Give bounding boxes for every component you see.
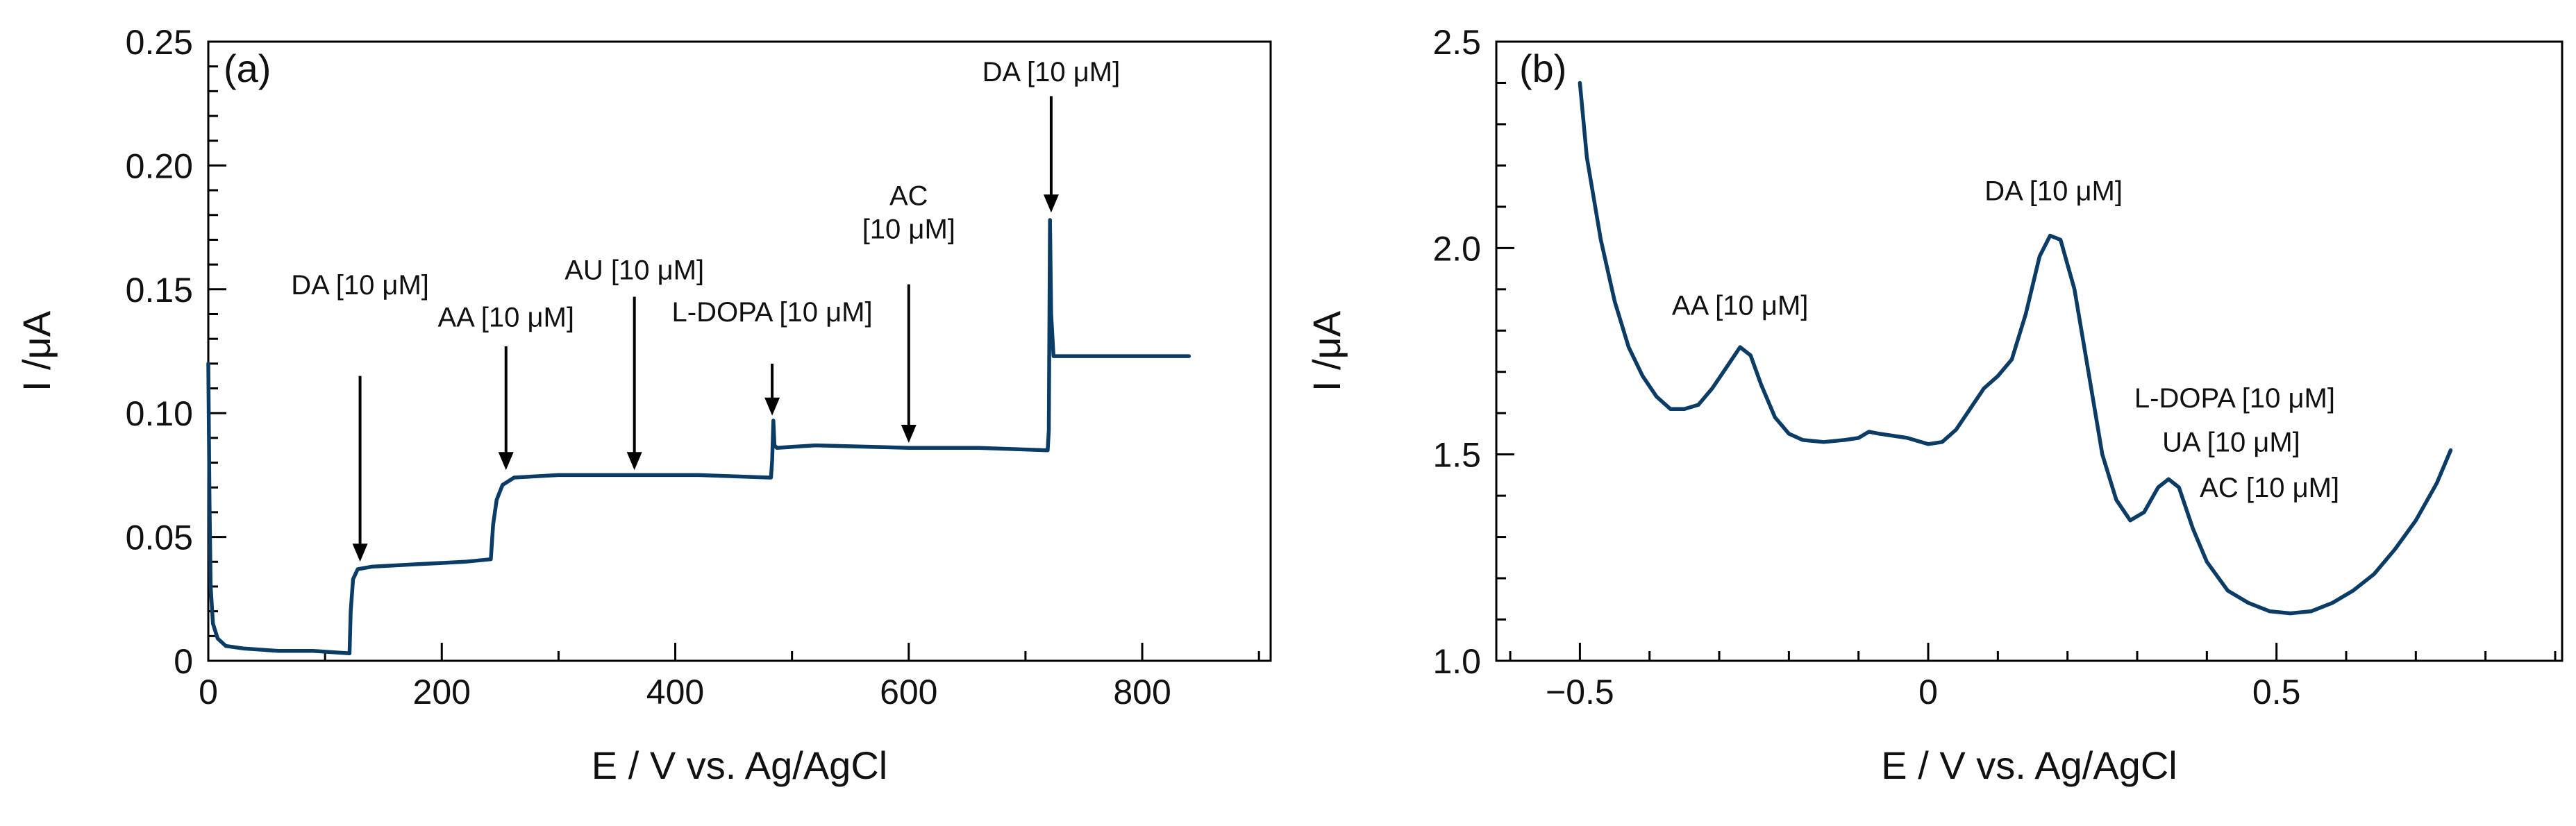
annotation-arrow-head <box>764 397 780 416</box>
data-series-line <box>206 218 1191 656</box>
annotation-label: AA [10 μM] <box>438 302 574 332</box>
x-tick-label: 800 <box>1113 673 1171 711</box>
annotation-arrow-head <box>352 543 368 562</box>
x-tick-label: −0.5 <box>1546 673 1614 711</box>
annotation-label: L-DOPA [10 μM] <box>672 297 873 328</box>
x-tick-label: 0 <box>199 673 218 711</box>
y-tick-label: 2.0 <box>1432 229 1481 268</box>
annotation-arrow-head <box>1043 194 1059 213</box>
annotation-arrow-head <box>498 452 514 471</box>
x-tick-label: 400 <box>646 673 704 711</box>
y-tick-label: 1.0 <box>1432 642 1481 681</box>
annotation-arrow-head <box>901 425 917 444</box>
panel-b: −0.5 0 0.5 1.0 1.5 2.0 2.5 E / V vs. Ag/AgCl I /… <box>1305 23 2564 787</box>
x-tick-label: 200 <box>413 673 471 711</box>
annotation-label: DA [10 μM] <box>982 57 1121 87</box>
x-axis-label: E / V vs. Ag/AgCl <box>592 743 887 787</box>
y-tick-label: 2.5 <box>1432 23 1481 62</box>
annotation-label: AU [10 μM] <box>564 255 704 286</box>
annotation-label: AC <box>889 180 928 211</box>
annotation-label: DA [10 μM] <box>1984 176 2123 206</box>
y-tick-label: 1.5 <box>1432 436 1481 475</box>
y-tick-label: 0.20 <box>126 146 193 185</box>
annotation-label: DA [10 μM] <box>291 270 429 301</box>
annotation-label: UA [10 μM] <box>2162 428 2300 458</box>
annotation-label: L-DOPA [10 μM] <box>2134 383 2335 414</box>
plot-frame <box>207 40 1272 662</box>
y-tick-label: 0.15 <box>126 271 193 310</box>
annotation-label: AC [10 μM] <box>2200 473 2339 503</box>
y-tick-label: 0.10 <box>126 394 193 433</box>
y-tick-label: 0 <box>174 642 193 681</box>
annotation-label: AA [10 μM] <box>1672 291 1808 321</box>
x-tick-label: 600 <box>880 673 937 711</box>
x-tick-label: 0.5 <box>2252 673 2301 711</box>
annotation-arrow-head <box>626 452 642 471</box>
panel-letter: (a) <box>224 47 271 90</box>
x-axis-label: E / V vs. Ag/AgCl <box>1881 743 2177 787</box>
x-tick-label: 0 <box>1918 673 1938 711</box>
data-series-line <box>1578 81 2453 616</box>
panel-a: 0 200 400 600 800 0 0.05 0.10 0.15 0.20 0.25 E / V … <box>15 23 1272 787</box>
y-tick-label: 0.05 <box>126 519 193 557</box>
panel-letter: (b) <box>1519 47 1566 90</box>
y-axis-label: I /μA <box>15 310 58 391</box>
plot-frame <box>1495 40 2564 662</box>
y-axis-label: I /μA <box>1305 310 1348 391</box>
annotation-label: [10 μM] <box>862 214 955 244</box>
y-tick-label: 0.25 <box>126 23 193 62</box>
